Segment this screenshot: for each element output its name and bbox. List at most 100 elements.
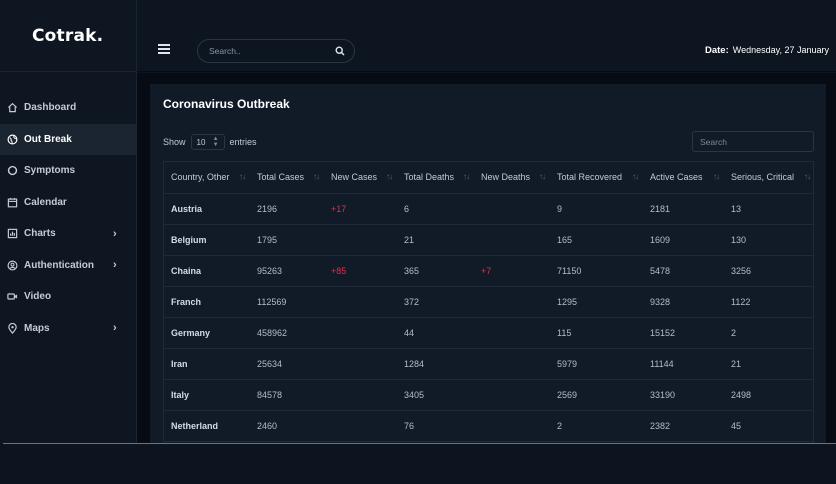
- column-header-total-recovered[interactable]: Total Recovered ↑↓: [550, 162, 643, 194]
- country-cell: Austria: [164, 193, 250, 225]
- table-cell: [324, 348, 397, 380]
- table-cell: 2382: [643, 410, 724, 442]
- date-display: Date: Wednesday, 27 January: [705, 45, 829, 56]
- table-row: Austria 2196 +17 6 9 2181 13: [164, 193, 813, 225]
- column-header-label: Total Recovered: [557, 172, 623, 183]
- date-label: Date:: [705, 45, 729, 56]
- column-header-country-other[interactable]: Country, Other ↑↓: [164, 162, 250, 194]
- app-logo[interactable]: Cotrak.: [0, 0, 136, 72]
- entries-select[interactable]: 10 ▲ ▼: [190, 134, 225, 150]
- table-cell: 2498: [724, 379, 813, 411]
- table-cell: +17: [324, 193, 397, 225]
- column-header-label: New Deaths: [481, 172, 531, 183]
- table-cell: [324, 379, 397, 411]
- table-cell: 2: [724, 317, 813, 349]
- sort-icon[interactable]: ↑↓: [804, 172, 811, 181]
- sidebar-item-charts[interactable]: Charts ›: [0, 218, 136, 250]
- sidebar-item-label: Symptoms: [24, 165, 76, 177]
- sidebar-item-label: Calendar: [24, 196, 67, 208]
- table-cell: 95263: [250, 255, 324, 287]
- date-value: Wednesday, 27 January: [732, 45, 829, 55]
- table-cell: 5478: [643, 255, 724, 287]
- table-row: Belgium 1795 21 165 1609 130: [164, 224, 813, 256]
- sidebar-item-calendar[interactable]: Calendar: [0, 187, 136, 219]
- column-header-new-cases[interactable]: New Cases ↑↓: [324, 162, 397, 194]
- sort-icon[interactable]: ↑↓: [386, 172, 393, 181]
- country-cell: Germany: [164, 317, 250, 349]
- sidebar-item-maps[interactable]: Maps ›: [0, 313, 136, 345]
- table-cell: 365: [397, 255, 474, 287]
- entries-select-value: 10: [196, 137, 206, 147]
- table-row: Italy 84578 3405 2569 33190 2498: [164, 379, 813, 411]
- outbreak-card: Coronavirus Outbreak Show 10 ▲ ▼ entries …: [150, 84, 826, 443]
- sidebar-nav: Dashboard Out Break Symptoms Calendar Charts…: [0, 72, 136, 344]
- sidebar-item-label: Maps: [24, 322, 50, 334]
- sort-icon[interactable]: ↑↓: [713, 172, 720, 181]
- table-cell: [474, 379, 550, 411]
- column-header-label: Active Cases: [650, 172, 703, 183]
- column-header-new-deaths[interactable]: New Deaths ↑↓: [474, 162, 550, 194]
- home-icon: [6, 102, 18, 114]
- table-cell: 372: [397, 286, 474, 318]
- column-header-active-cases[interactable]: Active Cases ↑↓: [643, 162, 724, 194]
- table-cell: 25634: [250, 348, 324, 380]
- table-cell: [474, 286, 550, 318]
- table-cell: 11144: [643, 348, 724, 380]
- table-cell: 84578: [250, 379, 324, 411]
- select-arrows-icon: ▲ ▼: [212, 136, 219, 148]
- sort-icon[interactable]: ↑↓: [463, 172, 470, 181]
- table-search-input[interactable]: [692, 131, 814, 152]
- show-label: Show: [163, 137, 186, 147]
- sidebar-item-authentication[interactable]: Authentication ›: [0, 250, 136, 282]
- sort-icon[interactable]: ↑↓: [539, 172, 546, 181]
- table-cell: [474, 193, 550, 225]
- outbreak-table: Country, Other ↑↓ Total Cases ↑↓ New Cases ↑↓…: [164, 162, 813, 442]
- sidebar-item-out-break[interactable]: Out Break: [0, 123, 136, 155]
- map-pin-icon: [6, 322, 18, 334]
- circle-icon: [6, 165, 18, 177]
- table-cell: 1795: [250, 224, 324, 256]
- sidebar-item-video[interactable]: Video: [0, 281, 136, 313]
- table-cell: 15152: [643, 317, 724, 349]
- sidebar-item-label: Out Break: [24, 133, 72, 145]
- table-cell: +7: [474, 255, 550, 287]
- hamburger-menu-icon[interactable]: [158, 44, 170, 54]
- table-cell: 2181: [643, 193, 724, 225]
- sidebar-item-dashboard[interactable]: Dashboard: [0, 92, 136, 124]
- sidebar-item-symptoms[interactable]: Symptoms: [0, 155, 136, 187]
- top-header: Date:Wednesday, 27 January: [137, 0, 836, 72]
- column-header-total-cases[interactable]: Total Cases ↑↓: [250, 162, 324, 194]
- table-cell: 2: [550, 410, 643, 442]
- video-icon: [6, 291, 18, 303]
- chart-icon: [6, 228, 18, 240]
- chevron-right-icon: ›: [113, 322, 117, 335]
- sort-icon[interactable]: ↑↓: [313, 172, 320, 181]
- search-icon[interactable]: [335, 46, 345, 56]
- column-header-serious-critical[interactable]: Serious, Critical ↑↓: [724, 162, 813, 194]
- country-cell: Netherland: [164, 410, 250, 442]
- table-cell: [324, 317, 397, 349]
- table-cell: 21: [397, 224, 474, 256]
- chevron-right-icon: ›: [113, 259, 117, 272]
- column-header-total-deaths[interactable]: Total Deaths ↑↓: [397, 162, 474, 194]
- table-body: Austria 2196 +17 6 9 2181 13 Belgium 1795 21 165 16…: [164, 193, 813, 442]
- table-cell: 3256: [724, 255, 813, 287]
- table-cell: +85: [324, 255, 397, 287]
- entries-label: entries: [229, 137, 257, 147]
- table-cell: [474, 410, 550, 442]
- header-search: [197, 39, 355, 63]
- column-header-label: Serious, Critical: [731, 172, 795, 183]
- header-search-input[interactable]: [198, 40, 328, 62]
- entries-length-control: Show 10 ▲ ▼ entries: [163, 134, 257, 150]
- table-cell: 1609: [643, 224, 724, 256]
- table-cell: [474, 348, 550, 380]
- sort-icon[interactable]: ↑↓: [239, 172, 246, 181]
- sort-icon[interactable]: ↑↓: [632, 172, 639, 181]
- table-cell: 1295: [550, 286, 643, 318]
- table-cell: [474, 317, 550, 349]
- table-container: Country, Other ↑↓ Total Cases ↑↓ New Cases ↑↓…: [163, 161, 814, 443]
- table-cell: 2196: [250, 193, 324, 225]
- table-cell: 2569: [550, 379, 643, 411]
- table-cell: 9328: [643, 286, 724, 318]
- table-cell: [324, 224, 397, 256]
